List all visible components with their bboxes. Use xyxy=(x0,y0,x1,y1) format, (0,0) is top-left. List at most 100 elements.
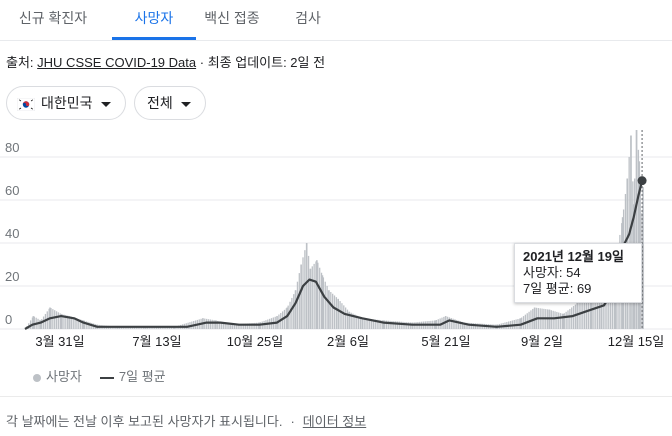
deaths-bar-peak xyxy=(215,320,217,329)
deaths-bar xyxy=(319,267,321,329)
deaths-bar xyxy=(354,314,356,329)
deaths-bar xyxy=(33,316,35,329)
deaths-bar-peak xyxy=(116,326,119,329)
tab-new-cases[interactable]: 신규 확진자 xyxy=(18,10,88,26)
deaths-bar xyxy=(404,321,406,329)
deaths-bar xyxy=(52,309,54,329)
deaths-bar xyxy=(582,302,584,329)
legend-avg: 7일 평균 xyxy=(118,369,166,384)
location-dropdown[interactable]: 대한민국 xyxy=(6,86,126,120)
deaths-bar xyxy=(287,305,289,329)
deaths-bar xyxy=(293,294,295,329)
deaths-bar xyxy=(220,322,223,329)
deaths-bar xyxy=(154,326,156,329)
tab-bar: 신규 확진자 사망자 백신 접종 검사 xyxy=(0,0,672,41)
deaths-bar xyxy=(79,319,82,329)
deaths-bar xyxy=(370,319,373,329)
deaths-bar xyxy=(118,326,121,329)
range-dropdown[interactable]: 전체 xyxy=(134,86,206,120)
deaths-bar xyxy=(63,314,65,329)
location-label: 대한민국 xyxy=(41,95,93,111)
deaths-bar xyxy=(248,323,250,329)
deaths-bar xyxy=(152,326,154,329)
deaths-bar xyxy=(322,277,325,329)
deaths-bar xyxy=(580,302,582,329)
deaths-bar xyxy=(235,324,237,329)
tab-tests[interactable]: 검사 xyxy=(295,10,321,26)
tab-vaccinations[interactable]: 백신 접종 xyxy=(204,10,260,26)
deaths-bar xyxy=(584,302,586,329)
deaths-bar xyxy=(59,313,61,329)
tooltip-date: 2021년 12월 19일 xyxy=(523,249,624,264)
deaths-bar xyxy=(372,319,375,329)
deaths-bar xyxy=(465,322,467,329)
deaths-bar xyxy=(552,310,554,329)
deaths-bar xyxy=(380,320,382,329)
deaths-bar-peak xyxy=(321,275,324,329)
deaths-bar-peak xyxy=(635,130,638,330)
deaths-bar xyxy=(243,323,245,329)
deaths-bar xyxy=(296,281,299,329)
deaths-bar xyxy=(450,318,452,329)
tooltip-deaths: 사망자: 54 xyxy=(523,265,581,280)
deaths-bar-peak xyxy=(39,320,42,329)
last-updated: 최종 업데이트: 2일 전 xyxy=(207,55,326,70)
deaths-bar xyxy=(146,326,149,329)
deaths-bar xyxy=(374,319,376,329)
source-link[interactable]: JHU CSSE COVID-19 Data xyxy=(37,55,197,70)
deaths-bar xyxy=(233,324,236,329)
deaths-bar xyxy=(83,320,85,329)
deaths-bar-peak xyxy=(32,316,35,329)
deaths-bar-peak xyxy=(348,311,351,329)
deaths-bar xyxy=(602,286,604,329)
deaths-bar-peak xyxy=(286,307,289,329)
deaths-bar xyxy=(459,321,462,329)
deaths-bar xyxy=(365,318,367,329)
deaths-bar xyxy=(133,326,136,329)
deaths-bar xyxy=(78,318,80,329)
deaths-bar xyxy=(54,310,56,329)
tab-deaths[interactable]: 사망자 xyxy=(112,0,196,40)
deaths-bar xyxy=(344,307,347,329)
deaths-bar-peak xyxy=(144,326,147,329)
y-tick-label: 60 xyxy=(5,183,19,198)
range-label: 전체 xyxy=(147,95,173,111)
deaths-bar xyxy=(161,326,163,329)
deaths-bar xyxy=(239,324,241,329)
deaths-bar-peak xyxy=(361,318,364,329)
deaths-bar xyxy=(70,316,73,329)
deaths-bar xyxy=(61,314,63,329)
y-tick-label: 40 xyxy=(5,226,19,241)
deaths-bar xyxy=(320,272,323,329)
deaths-bar xyxy=(55,311,58,329)
deaths-bar-peak xyxy=(68,316,71,329)
deaths-bar xyxy=(124,326,126,329)
x-tick-label: 7월 13일 xyxy=(132,334,181,349)
deaths-bar-peak xyxy=(309,268,312,329)
avg-line xyxy=(24,180,644,330)
deaths-bar xyxy=(148,326,150,329)
deaths-bar xyxy=(589,301,591,329)
deaths-bar-peak xyxy=(600,290,603,329)
deaths-bar-peak xyxy=(300,264,302,329)
deaths-bar xyxy=(330,292,332,329)
deaths-bar-peak xyxy=(60,313,62,329)
deaths-bar xyxy=(585,301,588,329)
deaths-bar xyxy=(120,326,123,329)
deaths-bar xyxy=(159,326,161,329)
deaths-bar xyxy=(257,322,260,329)
deaths-bar xyxy=(558,312,560,329)
deaths-bar xyxy=(218,321,221,329)
deaths-bar xyxy=(563,313,565,329)
deaths-bar xyxy=(231,324,234,329)
y-tick-label: 0 xyxy=(5,312,12,327)
deaths-bar-peak xyxy=(630,135,632,329)
deaths-bar xyxy=(402,321,404,329)
deaths-bar xyxy=(224,323,226,329)
deaths-bar xyxy=(350,312,352,329)
data-info-link[interactable]: 데이터 정보 xyxy=(302,414,367,429)
x-tick-label: 3월 31일 xyxy=(35,334,84,349)
deaths-bar xyxy=(209,319,212,329)
deaths-bar xyxy=(458,320,460,329)
deaths-bar xyxy=(456,319,458,329)
